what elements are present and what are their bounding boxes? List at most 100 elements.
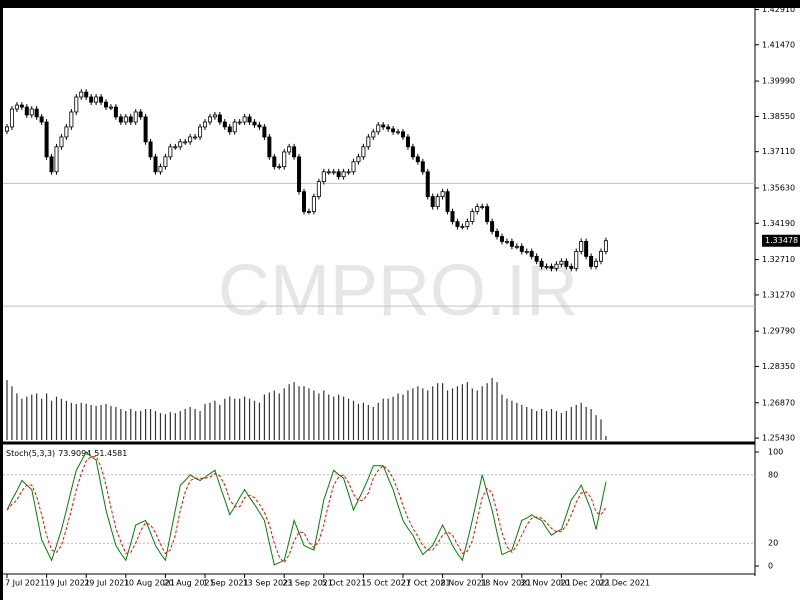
candle-body <box>252 121 257 126</box>
candle-body <box>297 156 302 193</box>
candle-body <box>193 136 198 139</box>
x-tick-label: 27 Oct 2021 <box>401 579 450 588</box>
x-tick-label: 22 Dec 2021 <box>599 579 650 588</box>
candle-body <box>331 171 336 174</box>
x-tick-label: 30 Nov 2021 <box>520 579 571 588</box>
candle-body <box>361 146 366 158</box>
candle-body <box>118 116 123 123</box>
y-tick-label: 1.29790 <box>762 327 795 336</box>
candle-body <box>89 96 94 103</box>
candle-body <box>138 111 143 118</box>
candle-body <box>54 146 59 173</box>
y-tick-label: 100 <box>768 448 783 457</box>
candle-body <box>326 171 331 174</box>
x-tick-label: 8 Nov 2021 <box>441 579 487 588</box>
candle-body <box>440 191 445 197</box>
candle-body <box>430 196 435 208</box>
y-tick-label: 1.41470 <box>762 40 795 49</box>
x-tick-label: 10 Dec 2021 <box>559 579 610 588</box>
last-price-label: 1.33478 <box>765 236 798 245</box>
x-tick-label: 7 Jul 2021 <box>5 579 45 588</box>
candle-body <box>311 196 316 212</box>
candle-body <box>99 96 104 103</box>
y-tick-label: 20 <box>768 539 778 548</box>
candle-body <box>480 206 485 209</box>
x-tick-label: 5 Oct 2021 <box>322 579 366 588</box>
candle-body <box>277 166 282 169</box>
candle-body <box>64 126 69 138</box>
x-tick-label: 10 Aug 2021 <box>124 579 175 588</box>
x-tick-label: 13 Sep 2021 <box>243 579 294 588</box>
candle-body <box>104 101 109 108</box>
candle-body <box>336 171 341 178</box>
candle-body <box>400 131 405 138</box>
y-tick-label: 1.32710 <box>762 255 795 264</box>
candle-body <box>59 136 64 148</box>
candle-body <box>460 226 465 228</box>
candle-body <box>574 251 579 269</box>
candle-body <box>386 126 391 130</box>
candle-body <box>554 263 559 269</box>
candle-body <box>504 241 509 243</box>
candle-body <box>415 156 420 163</box>
candle-body <box>603 240 608 252</box>
candle-body <box>133 111 138 123</box>
candle-body <box>346 171 351 174</box>
candle-body <box>351 161 356 173</box>
candle-body <box>198 126 203 138</box>
candle-body <box>212 114 217 118</box>
candle-body <box>247 116 252 123</box>
candle-body <box>405 136 410 148</box>
candle-body <box>108 106 113 109</box>
x-tick-label: 1 Sep 2021 <box>203 579 249 588</box>
candle-body <box>539 260 544 267</box>
stoch-last-value: 73.9094 <box>58 449 91 458</box>
candle-body <box>282 151 287 168</box>
candle-body <box>128 116 133 123</box>
left-frame <box>0 0 3 600</box>
candle-body <box>529 251 534 257</box>
candle-body <box>227 126 232 133</box>
candle-body <box>559 260 564 265</box>
stoch-line <box>6 456 607 564</box>
candle-body <box>321 171 326 182</box>
candle-body <box>168 146 173 158</box>
candle-body <box>24 106 29 116</box>
candle-body <box>113 106 118 118</box>
candle-body <box>207 116 212 123</box>
candle-body <box>519 245 524 252</box>
candle-body <box>257 124 262 128</box>
candle-body <box>292 146 297 158</box>
candle-body <box>356 156 361 163</box>
candle-body <box>143 116 148 143</box>
candle-body <box>366 136 371 148</box>
candle-body <box>153 156 158 173</box>
candle-body <box>514 245 519 248</box>
y-tick-label: 1.34190 <box>762 219 795 228</box>
candle-body <box>485 206 490 222</box>
candle-body <box>499 236 504 242</box>
x-tick-label: 29 Jul 2021 <box>84 579 129 588</box>
candle-body <box>49 156 54 173</box>
candle-body <box>435 196 440 208</box>
candle-body <box>222 121 227 128</box>
candle-body <box>29 108 34 116</box>
candle-body <box>549 266 554 269</box>
candle-body <box>306 211 311 213</box>
watermark: CMPRO.IR <box>218 251 578 331</box>
stoch-legend: Stoch(5,3,3) 73.9094 51.4581 <box>6 449 127 458</box>
x-tick-label: 15 Oct 2021 <box>361 579 410 588</box>
candle-body <box>544 266 549 268</box>
candle-body <box>123 116 128 123</box>
y-tick-label: 1.39990 <box>762 77 795 86</box>
candle-body <box>14 104 19 110</box>
candle-body <box>272 156 277 168</box>
candle-body <box>79 91 84 98</box>
candle-body <box>381 124 386 128</box>
stoch-title: Stoch(5,3,3) <box>6 449 55 458</box>
candle-body <box>178 141 183 148</box>
y-tick-label: 80 <box>768 470 778 479</box>
candle-body <box>69 111 74 128</box>
